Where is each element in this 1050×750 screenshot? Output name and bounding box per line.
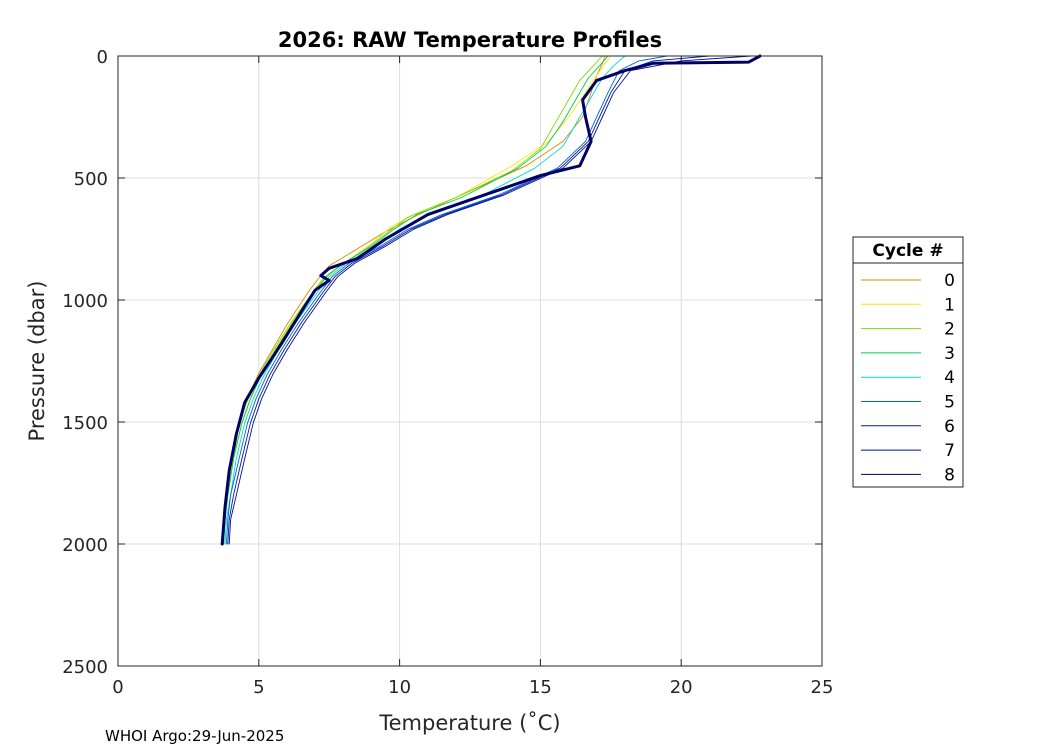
y-tick-label: 2000 <box>62 535 108 556</box>
y-axis-label: Pressure (dbar) <box>25 281 49 442</box>
y-tick-label: 0 <box>97 47 108 68</box>
x-tick-label: 5 <box>253 677 264 698</box>
legend: Cycle # 0 1 2 3 4 5 6 7 8 <box>852 236 964 488</box>
profile-line-cycle-8 <box>220 54 762 546</box>
y-tick-label: 500 <box>74 169 108 190</box>
legend-box <box>852 236 964 488</box>
legend-label-cycle-8: 8 <box>944 465 955 485</box>
profile-line-cycle-7 <box>228 55 753 545</box>
chart-title: 2026: RAW Temperature Profiles <box>278 28 662 52</box>
legend-label-cycle-4: 4 <box>944 368 955 388</box>
legend-label-cycle-2: 2 <box>944 320 955 340</box>
x-tick-label: 25 <box>811 677 834 698</box>
legend-label-cycle-0: 0 <box>944 271 955 291</box>
y-tick-label: 2500 <box>62 657 108 678</box>
x-axis-label: Temperature (˚C) <box>378 711 560 735</box>
axis-ticks: 0 5 10 15 20 25 0 500 1000 1500 2000 2500 <box>62 47 833 698</box>
legend-label-cycle-7: 7 <box>944 441 955 461</box>
plot-frame <box>117 55 823 667</box>
profile-line-cycle-5 <box>225 55 668 545</box>
legend-label-cycle-1: 1 <box>944 295 955 315</box>
footer-stamp: WHOI Argo:29-Jun-2025 <box>105 727 284 745</box>
legend-title: Cycle # <box>872 241 943 261</box>
profile-series <box>220 54 762 546</box>
x-tick-label: 0 <box>112 677 123 698</box>
x-tick-label: 20 <box>670 677 693 698</box>
legend-items: 0 1 2 3 4 5 6 7 8 <box>861 271 955 485</box>
x-tick-label: 10 <box>388 677 411 698</box>
legend-label-cycle-6: 6 <box>944 417 955 437</box>
x-tick-label: 15 <box>529 677 552 698</box>
grid-lines <box>118 56 822 666</box>
legend-label-cycle-3: 3 <box>944 344 955 364</box>
legend-label-cycle-5: 5 <box>944 393 955 413</box>
y-tick-label: 1000 <box>62 291 108 312</box>
profile-line-cycle-6 <box>227 55 710 545</box>
y-tick-label: 1500 <box>62 413 108 434</box>
plot-area <box>118 56 822 666</box>
